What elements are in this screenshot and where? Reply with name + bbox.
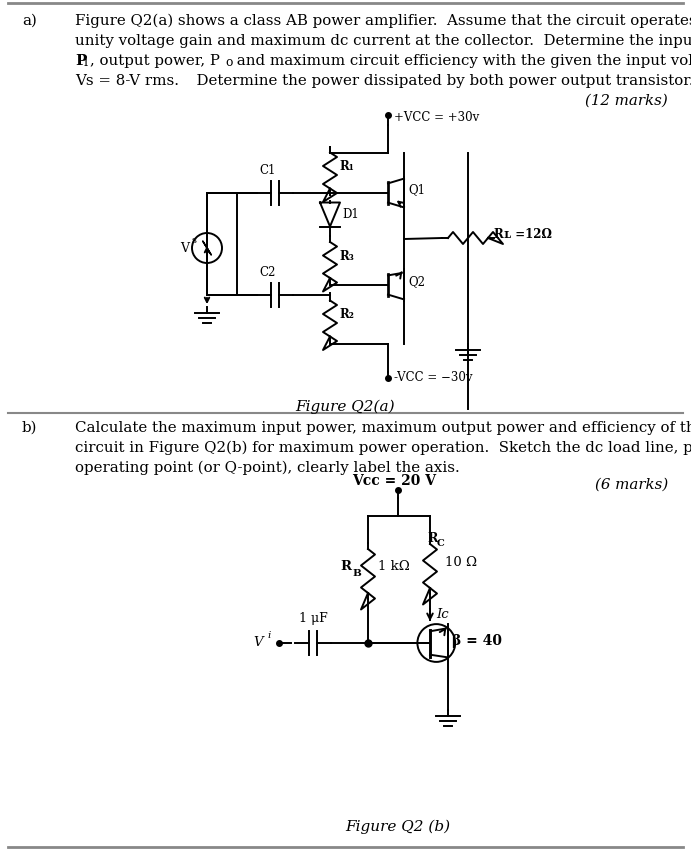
Text: V: V xyxy=(254,637,263,649)
Text: Calculate the maximum input power, maximum output power and efficiency of the: Calculate the maximum input power, maxim… xyxy=(75,421,691,435)
Text: R₁: R₁ xyxy=(339,160,354,173)
Text: (6 marks): (6 marks) xyxy=(595,478,668,492)
Text: unity voltage gain and maximum dc current at the collector.  Determine the input: unity voltage gain and maximum dc curren… xyxy=(75,34,691,48)
Text: operating point (or Q-point), clearly label the axis.: operating point (or Q-point), clearly la… xyxy=(75,461,460,475)
Text: 1 μF: 1 μF xyxy=(299,612,328,625)
Text: and maximum circuit efficiency with the given the input voltage is: and maximum circuit efficiency with the … xyxy=(232,54,691,68)
Text: Vs = 8-V rms.: Vs = 8-V rms. xyxy=(75,74,179,88)
Text: s: s xyxy=(192,236,197,245)
Text: R: R xyxy=(427,532,437,546)
Text: +VCC = +30v: +VCC = +30v xyxy=(394,110,480,123)
Text: o: o xyxy=(225,56,232,69)
Text: b): b) xyxy=(22,421,37,435)
Text: Determine the power dissipated by both power output transistor.: Determine the power dissipated by both p… xyxy=(187,74,691,88)
Text: Figure Q2 (b): Figure Q2 (b) xyxy=(346,820,451,835)
Text: i: i xyxy=(267,631,271,640)
Text: 1 kΩ: 1 kΩ xyxy=(378,560,410,574)
Text: Rʟ =12Ω: Rʟ =12Ω xyxy=(494,228,552,241)
Text: P: P xyxy=(75,54,86,68)
Text: 10 Ω: 10 Ω xyxy=(445,556,477,569)
Text: V: V xyxy=(180,241,189,254)
Text: B: B xyxy=(352,570,361,579)
Text: C1: C1 xyxy=(260,164,276,177)
Text: R₃: R₃ xyxy=(339,250,354,263)
Text: (12 marks): (12 marks) xyxy=(585,94,668,108)
Text: Q1: Q1 xyxy=(408,184,425,196)
Text: Figure Q2(a): Figure Q2(a) xyxy=(295,400,395,415)
Text: -VCC = −30v: -VCC = −30v xyxy=(394,371,473,383)
Text: C2: C2 xyxy=(260,266,276,279)
Text: , output power, P: , output power, P xyxy=(90,54,220,68)
Text: Figure Q2(a) shows a class AB power amplifier.  Assume that the circuit operates: Figure Q2(a) shows a class AB power ampl… xyxy=(75,14,691,28)
Text: circuit in Figure Q2(b) for maximum power operation.  Sketch the dc load line, p: circuit in Figure Q2(b) for maximum powe… xyxy=(75,441,691,456)
Text: i: i xyxy=(84,56,88,69)
Text: D1: D1 xyxy=(342,208,359,221)
Text: R: R xyxy=(340,560,351,574)
Text: Ic: Ic xyxy=(436,608,448,620)
Text: Q2: Q2 xyxy=(408,275,425,288)
Text: a): a) xyxy=(22,14,37,28)
Text: R₂: R₂ xyxy=(339,308,354,321)
Text: C: C xyxy=(437,540,445,548)
Text: Vcc = 20 V: Vcc = 20 V xyxy=(352,474,436,488)
Text: β = 40: β = 40 xyxy=(452,634,502,648)
